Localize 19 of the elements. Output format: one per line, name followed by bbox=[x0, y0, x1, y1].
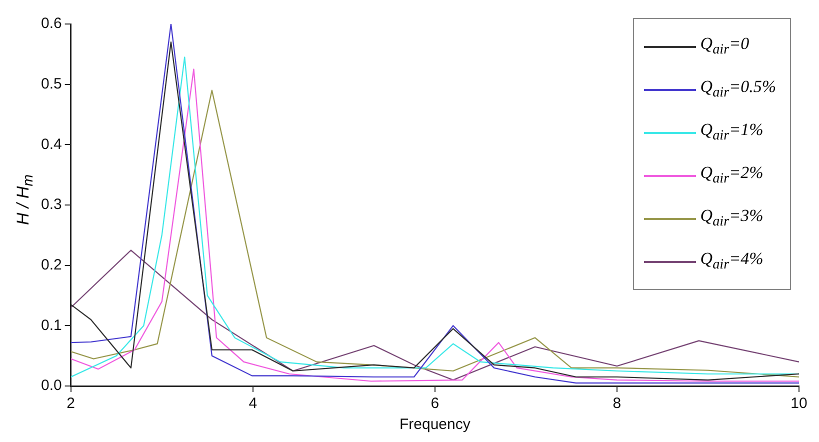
legend-label: Q$_{air}$=0 bbox=[700, 34, 750, 59]
x-tick-label: 10 bbox=[790, 395, 808, 412]
y-tick-label: 0.0 bbox=[40, 377, 62, 394]
y-tick-label: 0.5 bbox=[40, 75, 62, 92]
legend-label: Q$_{air}$=4% bbox=[700, 249, 764, 274]
x-tick-label: 6 bbox=[430, 395, 440, 412]
x-tick-label: 2 bbox=[66, 395, 76, 412]
x-axis-title: Frequency bbox=[399, 416, 471, 434]
y-tick-label: 0.2 bbox=[40, 256, 62, 274]
y-tick-label: 0.3 bbox=[40, 196, 62, 214]
y-tick-label: 0.1 bbox=[40, 316, 62, 334]
legend-label: Q$_{air}$=0.5% bbox=[700, 77, 776, 102]
y-tick-label: 0.4 bbox=[40, 136, 62, 153]
legend-label: Q$_{air}$=2% bbox=[700, 163, 764, 188]
x-tick-label: 4 bbox=[248, 395, 258, 412]
legend-label: Q$_{air}$=1% bbox=[700, 120, 764, 145]
y-tick-label: 0.6 bbox=[40, 15, 62, 32]
legend-label: Q$_{air}$=3% bbox=[700, 206, 764, 231]
x-tick-label: 8 bbox=[612, 395, 622, 412]
